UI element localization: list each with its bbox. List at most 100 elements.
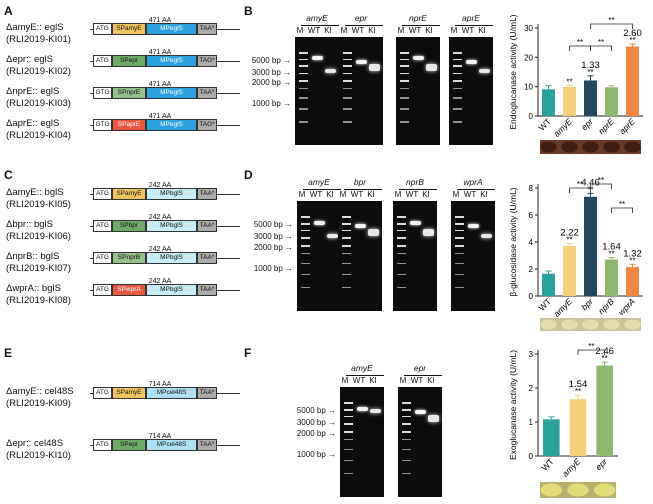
lane-label: KI	[367, 190, 375, 199]
signal-peptide-box: SPamyE	[112, 188, 146, 200]
ladder-band	[299, 72, 308, 75]
lane-label: M	[296, 26, 304, 35]
ladder-band	[343, 52, 352, 54]
ladder-band	[397, 216, 406, 218]
construct-name: ΔnprE:: eglS	[6, 86, 60, 97]
ladder-band	[301, 273, 310, 276]
aa-length: 242 AA	[148, 182, 172, 189]
x-tick-label: amyE	[551, 116, 574, 139]
start-codon-box: GTG	[93, 119, 112, 131]
ladder-band	[455, 262, 464, 265]
gel-image	[295, 37, 339, 145]
wt-band	[415, 410, 426, 415]
gel-gene-label: nprB	[406, 177, 424, 187]
y-tick-label: 2	[529, 265, 534, 274]
construct-id: (RLI2019-KI03)	[6, 98, 71, 109]
lane-label: KI	[369, 376, 377, 385]
ladder-band	[301, 262, 310, 265]
y-tick-label: 0	[529, 452, 534, 461]
assay-well	[603, 141, 620, 153]
ki-band	[325, 69, 336, 74]
ladder-band	[342, 273, 351, 276]
lane-label: KI	[478, 26, 486, 35]
lane-label: M	[394, 190, 402, 199]
marker-label: 3000 bp →	[296, 418, 336, 428]
mature-protein-box: MPbglS	[146, 188, 197, 200]
bar	[562, 246, 577, 296]
stop-codon-box: TAA*	[197, 284, 217, 296]
ladder-band	[455, 245, 464, 247]
x-tick-label: epr	[593, 456, 610, 473]
ladder-band	[402, 459, 411, 462]
ladder-band	[400, 58, 409, 61]
gel-image	[340, 387, 384, 497]
marker-label: 5000 bp →	[296, 406, 336, 416]
mature-protein-box: MPeglS	[146, 119, 197, 131]
y-axis-label: β-glucosidase activity (U/mL)	[508, 187, 518, 296]
significance-bracket	[590, 183, 612, 189]
y-tick-label: 6	[529, 211, 534, 220]
gel-image	[338, 201, 382, 311]
ladder-band	[453, 80, 462, 82]
panel-label-f: F	[244, 346, 252, 360]
aa-length: 242 AA	[148, 278, 172, 285]
gel-title-rule	[301, 25, 339, 26]
construct-name: Δepr:: cel48S	[6, 438, 64, 449]
lane-label: WT	[309, 190, 323, 199]
ladder-band	[299, 58, 308, 61]
construct-id: (RLI2019-KI01)	[6, 34, 71, 45]
aa-length: 471 AA	[148, 113, 172, 120]
gel-image	[398, 387, 442, 497]
construct-id: (RLI2019-KI02)	[6, 66, 71, 77]
start-codon-box: GTG	[93, 87, 112, 99]
stop-codon-box: TAG*	[197, 119, 217, 131]
signal-peptide-box: SPwprA	[112, 284, 146, 296]
mature-protein-box: MPeglS	[146, 87, 197, 99]
wt-band	[410, 220, 421, 225]
ladder-band	[299, 87, 308, 90]
signal-peptide-box: SPaprE	[112, 119, 146, 131]
ladder-band	[402, 402, 411, 404]
ladder-band	[455, 223, 464, 225]
ladder-band	[402, 409, 411, 411]
stop-codon-box: TAA*	[197, 220, 217, 232]
ladder-band	[342, 229, 351, 232]
gel-gene-label: amyE	[306, 13, 328, 23]
gel-title-rule	[346, 375, 384, 376]
ladder-band	[397, 237, 406, 239]
ladder-band	[343, 58, 352, 61]
gel-image	[396, 37, 440, 145]
ladder-band	[299, 121, 308, 123]
construct-id: (RLI2019-KI06)	[6, 231, 71, 242]
ladder-band	[397, 229, 406, 232]
assay-well	[540, 319, 557, 330]
mature-protein-box: MPeglS	[146, 23, 197, 35]
construct-name: ΔaprE:: eglS	[6, 118, 60, 129]
ki-band	[327, 234, 338, 238]
ki-band	[426, 64, 437, 71]
ki-band	[479, 69, 490, 74]
ladder-band	[342, 223, 351, 225]
significance-bracket	[590, 23, 633, 29]
x-tick-label: aprE	[617, 116, 637, 136]
bar	[562, 86, 577, 116]
x-tick-label: nprB	[596, 296, 616, 316]
lane-label: KI	[480, 190, 488, 199]
ki-band	[369, 64, 380, 71]
construct-name: ΔwprA:: bglS	[6, 283, 61, 294]
ki-band	[423, 228, 434, 236]
bar	[541, 89, 556, 116]
ki-band	[370, 409, 381, 413]
y-axis-label: Endoglucanase activity (U/mL)	[508, 14, 518, 129]
marker-label: 3000 bp →	[251, 67, 291, 77]
gel-gene-label: nprE	[409, 13, 427, 23]
construct-id: (RLI2019-KI09)	[6, 398, 71, 409]
fold-change-label: 2.60	[623, 28, 642, 39]
lane-label: WT	[405, 190, 419, 199]
mature-protein-box: MPbglS	[146, 284, 197, 296]
ladder-band	[402, 415, 411, 418]
ladder-band	[344, 448, 353, 451]
gel-title-rule	[457, 189, 495, 190]
x-tick-label: WT	[536, 116, 552, 132]
x-tick-label: nprE	[596, 116, 616, 136]
